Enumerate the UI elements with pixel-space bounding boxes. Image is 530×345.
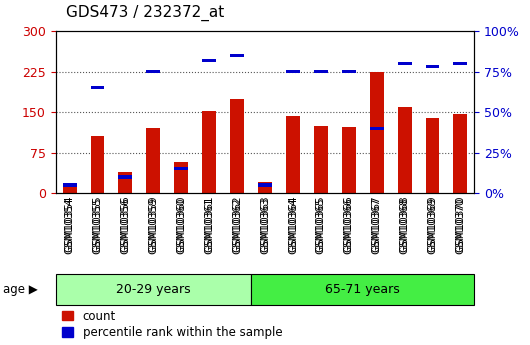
Bar: [454, 62, 467, 65]
Text: GSM10354: GSM10354: [65, 197, 75, 254]
Bar: [342, 70, 356, 73]
Bar: [426, 118, 439, 193]
Bar: [426, 65, 439, 68]
Text: GSM10361: GSM10361: [204, 197, 214, 254]
Bar: [314, 70, 328, 73]
Bar: [174, 162, 188, 193]
Text: GSM10369: GSM10369: [428, 197, 437, 254]
Text: GDS473 / 232372_at: GDS473 / 232372_at: [66, 4, 225, 21]
Text: GSM10369: GSM10369: [428, 196, 437, 252]
Bar: [119, 175, 132, 179]
Text: GSM10362: GSM10362: [232, 197, 242, 254]
Bar: [174, 167, 188, 170]
Bar: [454, 114, 467, 193]
Bar: [230, 54, 244, 57]
Bar: [146, 128, 161, 193]
Bar: [370, 127, 384, 130]
Bar: [258, 183, 272, 193]
Bar: [286, 70, 300, 73]
Text: GSM10367: GSM10367: [372, 197, 382, 254]
Text: GSM10355: GSM10355: [93, 197, 102, 254]
Bar: [202, 59, 216, 62]
Text: 65-71 years: 65-71 years: [325, 283, 400, 296]
Text: age ▶: age ▶: [3, 283, 38, 296]
Bar: [398, 107, 412, 193]
Text: GSM10365: GSM10365: [316, 197, 326, 254]
Text: GSM10362: GSM10362: [232, 196, 242, 252]
Bar: [342, 127, 356, 193]
Bar: [202, 110, 216, 193]
Bar: [63, 185, 77, 193]
Bar: [314, 126, 328, 193]
Text: GSM10366: GSM10366: [344, 196, 354, 252]
Bar: [91, 136, 104, 193]
Bar: [119, 171, 132, 193]
Bar: [370, 71, 384, 193]
Bar: [63, 184, 77, 187]
Text: GSM10360: GSM10360: [176, 197, 186, 254]
Text: GSM10356: GSM10356: [120, 196, 130, 252]
Text: GSM10368: GSM10368: [400, 196, 410, 252]
Bar: [230, 99, 244, 193]
Text: GSM10359: GSM10359: [148, 196, 158, 252]
Text: GSM10355: GSM10355: [93, 196, 102, 252]
Text: GSM10354: GSM10354: [65, 196, 75, 252]
Bar: [91, 86, 104, 89]
Legend: count, percentile rank within the sample: count, percentile rank within the sample: [61, 309, 282, 339]
Bar: [398, 62, 412, 65]
Bar: [146, 70, 161, 73]
Text: GSM10370: GSM10370: [455, 197, 465, 254]
Text: GSM10370: GSM10370: [455, 196, 465, 252]
Bar: [251, 274, 474, 305]
Text: GSM10368: GSM10368: [400, 197, 410, 254]
Text: GSM10363: GSM10363: [260, 197, 270, 254]
Text: GSM10367: GSM10367: [372, 196, 382, 252]
Text: GSM10365: GSM10365: [316, 196, 326, 252]
Text: GSM10360: GSM10360: [176, 196, 186, 252]
Text: GSM10359: GSM10359: [148, 197, 158, 254]
Bar: [258, 184, 272, 187]
Text: GSM10363: GSM10363: [260, 196, 270, 252]
Text: GSM10356: GSM10356: [120, 197, 130, 254]
Text: GSM10364: GSM10364: [288, 196, 298, 252]
Bar: [56, 274, 251, 305]
Text: GSM10361: GSM10361: [204, 196, 214, 252]
Text: 20-29 years: 20-29 years: [116, 283, 191, 296]
Bar: [286, 116, 300, 193]
Text: GSM10366: GSM10366: [344, 197, 354, 254]
Text: GSM10364: GSM10364: [288, 197, 298, 254]
